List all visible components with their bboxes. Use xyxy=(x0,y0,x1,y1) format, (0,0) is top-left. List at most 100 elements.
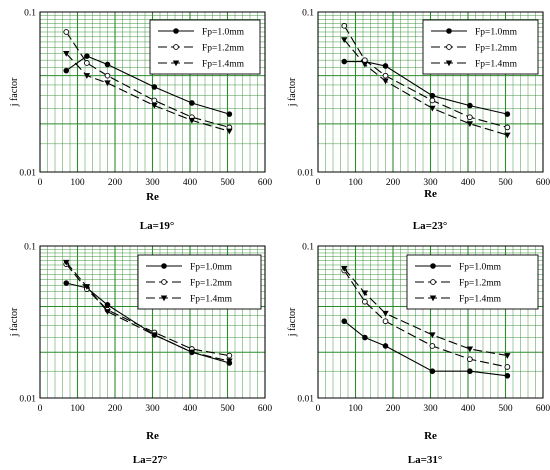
legend-swatch-marker xyxy=(160,295,168,302)
x-tick-label: 400 xyxy=(461,404,476,414)
legend-swatch-marker xyxy=(173,28,179,34)
x-tick-label: 0 xyxy=(316,404,321,414)
x-axis-label: Re xyxy=(424,430,437,442)
legend-swatch-marker xyxy=(173,44,179,50)
legend-label: Fp=1.4mm xyxy=(459,295,502,305)
data-point xyxy=(429,332,436,339)
data-point xyxy=(63,29,70,35)
data-point xyxy=(189,100,195,106)
y-tick-label: 0.1 xyxy=(302,243,314,253)
data-point xyxy=(104,80,111,87)
data-point xyxy=(63,280,70,286)
data-point xyxy=(466,346,474,353)
data-point xyxy=(504,132,511,139)
y-tick-label: 0.01 xyxy=(19,169,36,179)
data-point xyxy=(226,111,233,117)
legend-label: Fp=1.0mm xyxy=(190,263,233,273)
x-tick-label: 500 xyxy=(220,178,235,188)
data-point xyxy=(84,60,90,66)
data-point xyxy=(429,343,436,349)
data-point xyxy=(83,73,91,79)
x-axis-label: Re xyxy=(146,191,159,203)
y-axis-label: j factor xyxy=(287,77,298,107)
x-tick-label: 400 xyxy=(183,178,198,188)
legend-label: Fp=1.0mm xyxy=(475,28,518,38)
data-point xyxy=(467,368,473,375)
x-tick-label: 200 xyxy=(386,178,401,188)
x-tick-label: 400 xyxy=(461,178,476,188)
data-point xyxy=(466,121,474,128)
legend-swatch-marker xyxy=(446,44,452,50)
chart-caption: La=31° xyxy=(408,454,443,466)
plot-frame xyxy=(317,245,544,399)
legend-swatch-marker xyxy=(430,263,436,269)
legend-label: Fp=1.4mm xyxy=(475,60,518,70)
data-point xyxy=(104,61,111,68)
data-point xyxy=(467,356,473,363)
legend-swatch-marker xyxy=(161,279,167,285)
data-point xyxy=(467,114,473,121)
data-point xyxy=(188,117,196,124)
data-point xyxy=(361,61,369,68)
data-point xyxy=(104,309,111,315)
chart-panel-3: 0 100 200 300 400 500 600 0.01 0.1 j factor Re La=2… xyxy=(9,243,272,467)
data-point xyxy=(504,353,511,359)
data-point xyxy=(504,111,511,117)
y-tick-label: 0.1 xyxy=(302,9,314,19)
data-point xyxy=(504,124,511,131)
data-point xyxy=(382,72,389,79)
data-point xyxy=(362,334,368,341)
x-tick-label: 500 xyxy=(498,404,513,414)
data-point xyxy=(151,97,158,104)
data-point xyxy=(63,259,70,266)
series-line-3 xyxy=(343,268,508,357)
x-tick-label: 600 xyxy=(258,404,273,414)
x-tick-label: 0 xyxy=(38,178,43,188)
legend-label: Fp=1.0mm xyxy=(202,28,245,38)
data-point xyxy=(341,318,348,325)
chart-panel-2: 0 100 200 300 400 500 600 0.01 0.1 j factor Re La=2… xyxy=(287,9,550,233)
chart-panel-1: 0 100 200 300 400 500 600 0.01 0.1 j factor Re La=1… xyxy=(9,9,272,233)
x-tick-label: 100 xyxy=(348,178,363,188)
y-axis-label: j factor xyxy=(9,307,20,337)
legend-box xyxy=(422,19,539,75)
legend-box xyxy=(137,254,262,310)
x-axis-label: Re xyxy=(146,430,159,442)
x-tick-label: 200 xyxy=(386,404,401,414)
x-tick-label: 300 xyxy=(145,404,160,414)
data-point xyxy=(504,364,511,370)
x-tick-label: 500 xyxy=(220,404,235,414)
x-tick-label: 100 xyxy=(70,404,85,414)
legend-label: Fp=1.2mm xyxy=(202,44,245,54)
y-axis-label: j factor xyxy=(9,77,20,107)
data-point xyxy=(382,78,389,85)
x-tick-label: 300 xyxy=(423,404,438,414)
data-point xyxy=(151,84,158,90)
legend-swatch-marker xyxy=(446,28,452,34)
x-tick-label: 400 xyxy=(183,404,198,414)
data-point xyxy=(382,343,389,349)
data-point xyxy=(382,318,389,325)
series-line-3 xyxy=(65,53,230,132)
series-line-1 xyxy=(344,61,508,115)
series-line-2 xyxy=(343,25,508,128)
chart-caption: La=23° xyxy=(413,220,448,232)
legend-label: Fp=1.2mm xyxy=(190,279,233,289)
x-tick-label: 100 xyxy=(70,178,85,188)
x-tick-label: 0 xyxy=(38,404,43,414)
data-point xyxy=(84,53,90,59)
plot-frame xyxy=(39,11,266,173)
data-point xyxy=(341,58,348,65)
series-line-2 xyxy=(343,270,508,368)
x-tick-label: 600 xyxy=(258,178,273,188)
data-point xyxy=(382,310,389,317)
legend-swatch-marker xyxy=(161,263,167,269)
x-tick-label: 100 xyxy=(348,404,363,414)
data-point xyxy=(226,352,233,359)
legend-label: Fp=1.4mm xyxy=(202,60,245,70)
legend-box xyxy=(149,19,261,75)
series-line-3 xyxy=(343,39,508,136)
data-point xyxy=(83,284,91,290)
chart-panel-4: 0 100 200 300 400 500 600 0.01 0.1 j factor Re La=3… xyxy=(287,243,550,467)
